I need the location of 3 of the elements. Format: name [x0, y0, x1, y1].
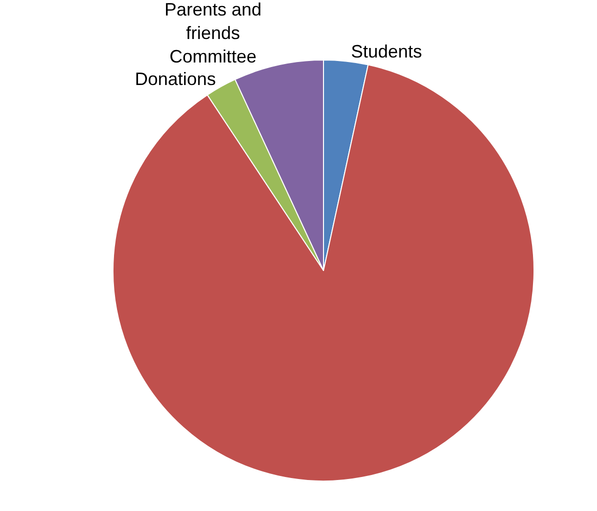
slice-label: Donations — [134, 69, 216, 90]
slice-label: Students — [350, 41, 422, 62]
slice-label: Parents and friends Committee — [164, 0, 262, 66]
